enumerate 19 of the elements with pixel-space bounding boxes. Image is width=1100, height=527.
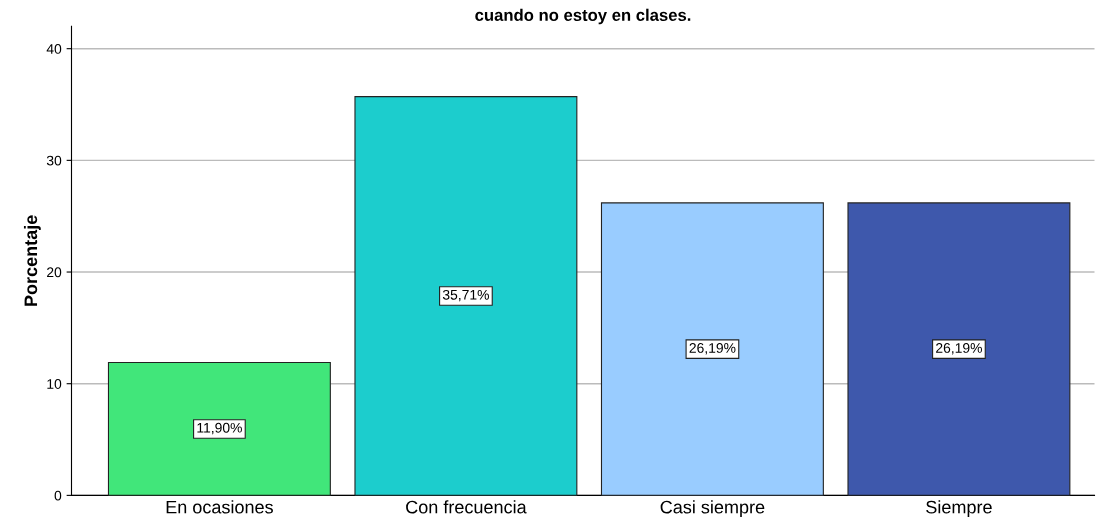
x-tick-label: Con frecuencia — [406, 500, 527, 514]
y-tick-label: 30 — [46, 155, 62, 166]
y-tick-label: 0 — [54, 490, 62, 501]
data-label: 26,19% — [689, 343, 736, 355]
bar — [600, 202, 824, 496]
y-tick-label: 40 — [46, 44, 62, 54]
y-axis-title: Porcentaje — [23, 215, 41, 306]
y-tick-label: 10 — [47, 379, 62, 389]
x-tick-label: Casi siempre — [660, 500, 765, 518]
data-label: 35,71% — [442, 289, 489, 302]
bar — [354, 96, 578, 496]
bar — [107, 361, 331, 496]
x-tick-label: Siempre — [926, 500, 992, 518]
x-tick-label: En ocasiones — [166, 500, 273, 514]
data-label: 26,19% — [936, 343, 982, 355]
chart-title: cuando no estoy en clases. — [475, 8, 691, 25]
bar — [847, 202, 1071, 496]
data-label: 11,90% — [197, 422, 242, 435]
y-tick-label: 20 — [47, 267, 62, 278]
